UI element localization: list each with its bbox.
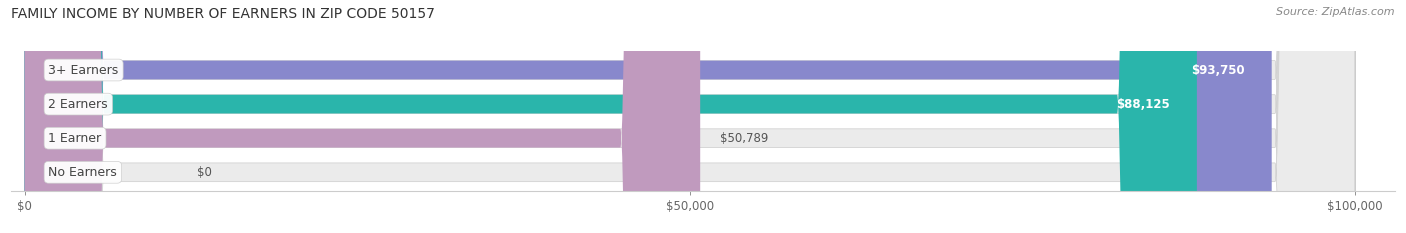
FancyBboxPatch shape <box>24 0 1355 233</box>
Text: $88,125: $88,125 <box>1116 98 1170 111</box>
FancyBboxPatch shape <box>24 0 1197 233</box>
Text: FAMILY INCOME BY NUMBER OF EARNERS IN ZIP CODE 50157: FAMILY INCOME BY NUMBER OF EARNERS IN ZI… <box>11 7 434 21</box>
Text: Source: ZipAtlas.com: Source: ZipAtlas.com <box>1277 7 1395 17</box>
FancyBboxPatch shape <box>24 0 700 233</box>
FancyBboxPatch shape <box>24 0 1271 233</box>
Text: 1 Earner: 1 Earner <box>48 132 101 145</box>
Text: $50,789: $50,789 <box>720 132 769 145</box>
FancyBboxPatch shape <box>24 0 1355 233</box>
Text: No Earners: No Earners <box>48 166 117 179</box>
FancyBboxPatch shape <box>24 0 1355 233</box>
Text: $93,750: $93,750 <box>1191 64 1246 76</box>
Text: 2 Earners: 2 Earners <box>48 98 108 111</box>
Text: $0: $0 <box>197 166 212 179</box>
Text: 3+ Earners: 3+ Earners <box>48 64 118 76</box>
FancyBboxPatch shape <box>24 0 1355 233</box>
